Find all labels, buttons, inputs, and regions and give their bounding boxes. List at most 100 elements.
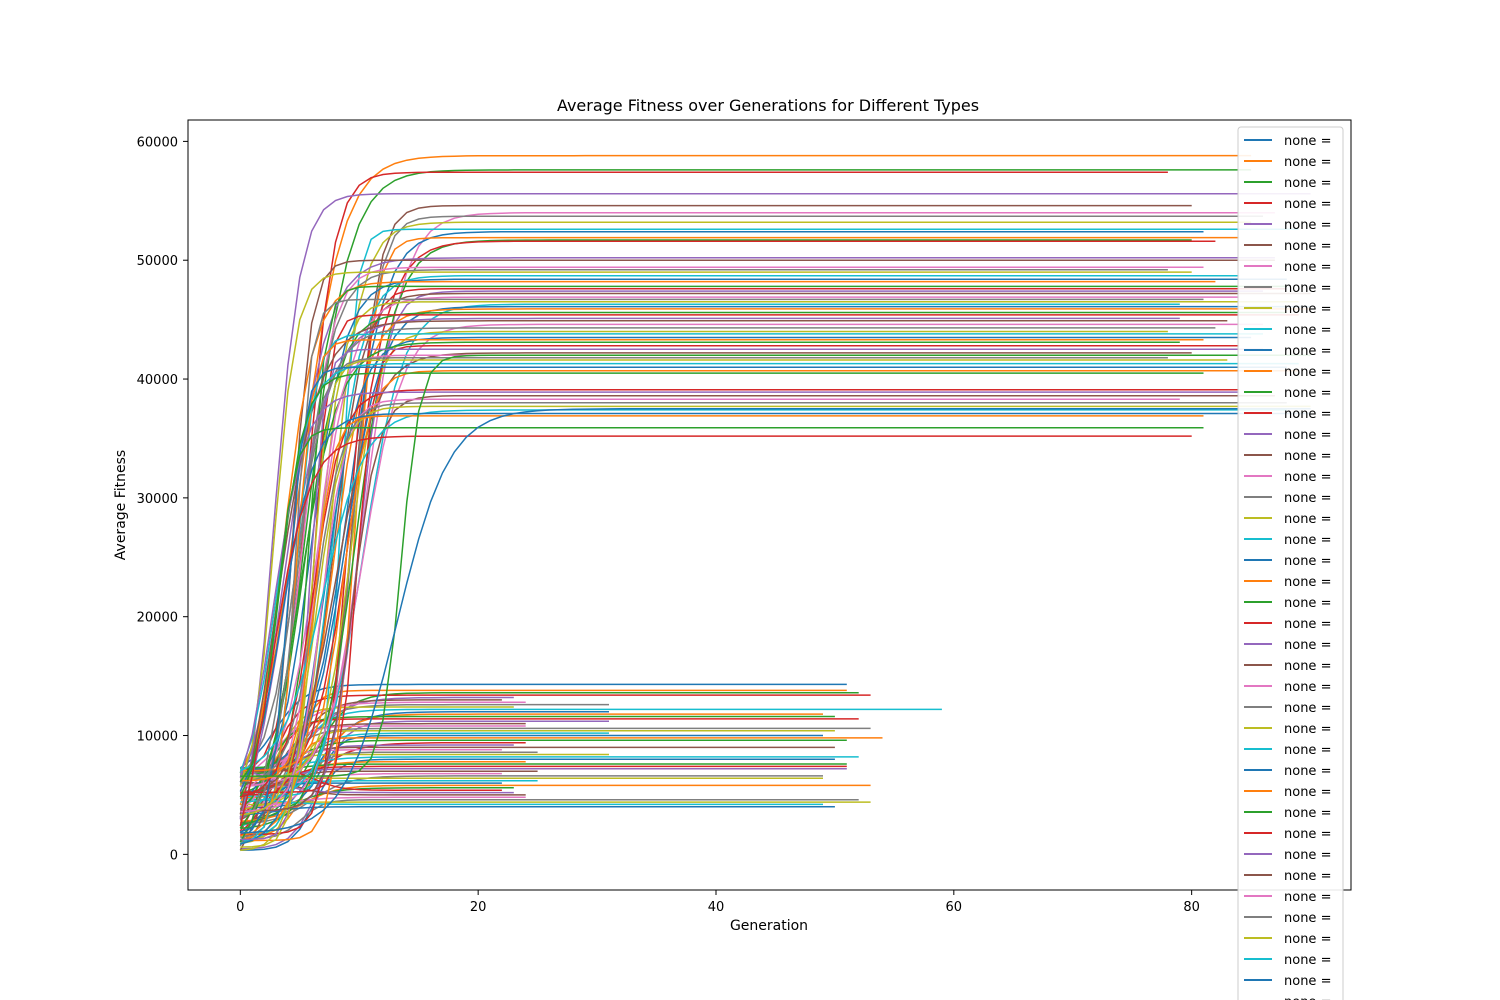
legend-entry: none = — [1284, 827, 1331, 842]
y-tick-label: 20000 — [137, 611, 178, 626]
series-line — [239, 154, 1252, 774]
legend-entry: none = — [1284, 974, 1331, 989]
series-line — [240, 402, 1287, 784]
series-line — [240, 221, 1252, 845]
series-line — [239, 722, 526, 851]
y-tick-label: 10000 — [137, 730, 178, 745]
legend-entry: none = — [1284, 890, 1331, 905]
series-line — [240, 739, 847, 795]
legend-entry: none = — [1284, 764, 1331, 779]
legend-entry: none = — [1284, 344, 1331, 359]
y-tick-label: 60000 — [137, 135, 178, 150]
series-line — [240, 323, 1263, 787]
legend-entry: none = — [1284, 722, 1331, 737]
series-line — [240, 228, 1299, 797]
series-line — [240, 749, 502, 785]
series-line — [240, 292, 1311, 795]
series-line — [240, 720, 609, 850]
legend-entry: none = — [1284, 638, 1331, 653]
series-line — [240, 398, 1180, 813]
series-line — [240, 763, 847, 776]
legend-entry: none = — [1284, 155, 1331, 170]
legend-entry: none = — [1284, 806, 1331, 821]
legend-box — [1237, 126, 1344, 1000]
legend: none = none = none = none = none = none = none… — [1237, 126, 1344, 1000]
x-tick-label: 80 — [1183, 900, 1200, 915]
series-line — [240, 204, 1192, 773]
series-line — [240, 746, 835, 774]
legend-entry: none = — [1284, 323, 1331, 338]
series-line — [240, 298, 1204, 839]
y-tick-label: 30000 — [137, 492, 178, 507]
series-line — [239, 362, 1299, 774]
series-line — [240, 236, 1240, 842]
legend-entry: none = — [1284, 512, 1331, 527]
series-line — [240, 303, 1180, 803]
series-line — [240, 798, 859, 841]
series-line — [239, 427, 1204, 783]
series-line — [240, 727, 871, 781]
legend-entry: none = — [1284, 869, 1331, 884]
series-line — [240, 405, 1311, 816]
series-line — [240, 366, 1287, 833]
y-axis: 0 10000 20000 30000 40000 50000 60000 — [137, 135, 188, 863]
x-tick-label: 40 — [708, 900, 725, 915]
series-line — [239, 266, 1204, 811]
legend-entry: none = — [1284, 911, 1331, 926]
x-tick-label: 0 — [236, 900, 244, 915]
series-line — [240, 287, 1287, 836]
x-axis-label: Generation — [730, 918, 808, 934]
series-line — [240, 171, 1168, 774]
series-line — [240, 756, 859, 769]
legend-entry: none = — [1284, 575, 1331, 590]
series-line — [240, 781, 526, 796]
legend-entry: none = — [1284, 176, 1331, 191]
series-line — [239, 192, 1311, 820]
legend-entry: none = — [1284, 617, 1331, 632]
y-tick-label: 0 — [170, 848, 178, 863]
y-tick-label: 40000 — [137, 373, 178, 388]
series-line — [239, 708, 942, 833]
series-line — [239, 782, 502, 842]
series-line — [240, 336, 1252, 845]
legend-entry: none = — [1284, 680, 1331, 695]
legend-entry: none = — [1284, 302, 1331, 317]
series-line — [240, 369, 1299, 772]
series-line — [240, 314, 1299, 796]
series-line — [240, 801, 871, 811]
legend-entry: none = — [1284, 932, 1331, 947]
legend-entry: none = — [1284, 470, 1331, 485]
series-line — [240, 330, 1168, 780]
series-line — [239, 278, 1287, 800]
legend-entry: none = — [1284, 407, 1331, 422]
series-line — [239, 372, 1204, 798]
legend-entry: none = — [1284, 260, 1331, 275]
legend-entry: none = — [1284, 491, 1331, 506]
series-line — [239, 435, 1192, 827]
series-line — [239, 694, 871, 832]
plot-frame — [187, 119, 1352, 891]
series-line — [239, 327, 1216, 847]
series-line — [240, 415, 1204, 782]
series-line — [240, 359, 1228, 848]
legend-entry: none = — [1284, 596, 1331, 611]
legend-entry: none = — [1284, 428, 1331, 443]
series-line — [239, 259, 1275, 845]
legend-entry: none = — [1284, 386, 1331, 401]
series-line — [239, 320, 1228, 815]
series-layer — [239, 154, 1311, 852]
legend-entry: none = — [1284, 659, 1331, 674]
series-line — [239, 311, 1287, 811]
series-line — [240, 806, 835, 816]
x-tick-label: 60 — [946, 900, 963, 915]
series-line — [239, 271, 1192, 787]
series-line — [240, 408, 1311, 834]
legend-entry: none = — [1284, 743, 1331, 758]
series-line — [239, 765, 847, 834]
legend-entry: none = — [1284, 953, 1331, 968]
series-line — [240, 776, 823, 780]
series-line — [239, 409, 1287, 772]
legend-entry: none = — [1284, 533, 1331, 548]
legend-entry: none = — [1284, 134, 1331, 149]
